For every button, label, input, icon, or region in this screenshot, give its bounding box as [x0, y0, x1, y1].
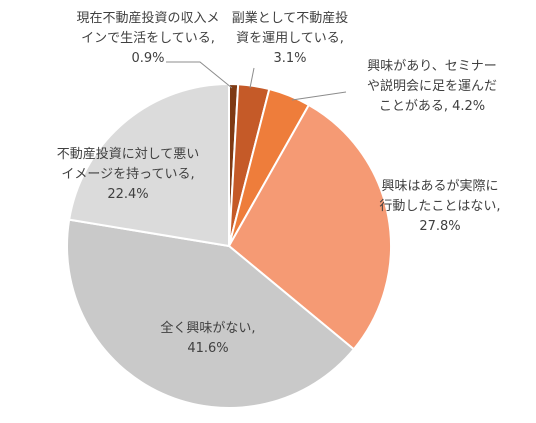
slice-label-5-line-2: 41.6%	[187, 341, 228, 356]
slice-label-2-line-1: 副業として不動産投	[232, 10, 349, 26]
leader-line-3	[291, 91, 347, 101]
slice-label-1-line-1: 現在不動産投資の収入メ	[76, 10, 219, 26]
slice-label-1-line-2: インで生活をしている,	[81, 31, 215, 46]
leader-line-2	[249, 67, 255, 89]
pie-slice-6	[68, 82, 230, 248]
slice-label-1-line-3: 0.9%	[131, 51, 164, 66]
leader-line-1	[166, 61, 233, 89]
slice-label-3-line-3: ことがある, 4.2%	[379, 99, 485, 114]
slice-label-5: 全く興味がない, 41.6%	[160, 320, 255, 356]
slice-label-2-line-3: 3.1%	[273, 51, 306, 66]
slice-label-3-line-1: 興味があり、セミナー	[367, 59, 496, 74]
slice-label-3: 興味があり、セミナーや説明会に足を運んだことがある, 4.2%	[367, 59, 497, 114]
slice-label-6-line-2: イメージを持っている,	[61, 167, 194, 182]
slice-label-6-line-1: 不動産投資に対して悪い	[57, 146, 200, 162]
slice-label-2: 副業として不動産投資を運用している, 3.1%	[232, 10, 349, 66]
pie-slice-4	[227, 103, 392, 351]
slice-label-3-line-2: や説明会に足を運んだ	[367, 78, 497, 94]
slice-label-6-line-3: 22.4%	[107, 187, 148, 202]
slice-label-4-line-2: 行動したことはない,	[379, 199, 500, 214]
slice-label-4-line-1: 興味はあるが実際に	[381, 178, 498, 194]
slice-label-4-line-3: 27.8%	[419, 219, 460, 234]
slice-label-5-line-1: 全く興味がない,	[160, 320, 255, 336]
slice-label-1: 現在不動産投資の収入メインで生活をしている, 0.9%	[76, 10, 219, 66]
slice-label-6: 不動産投資に対して悪いイメージを持っている, 22.4%	[57, 146, 200, 202]
slice-label-2-line-2: 資を運用している,	[236, 31, 344, 46]
pie-slice-5	[66, 218, 356, 409]
slice-label-4: 興味はあるが実際に行動したことはない, 27.8%	[379, 178, 500, 234]
